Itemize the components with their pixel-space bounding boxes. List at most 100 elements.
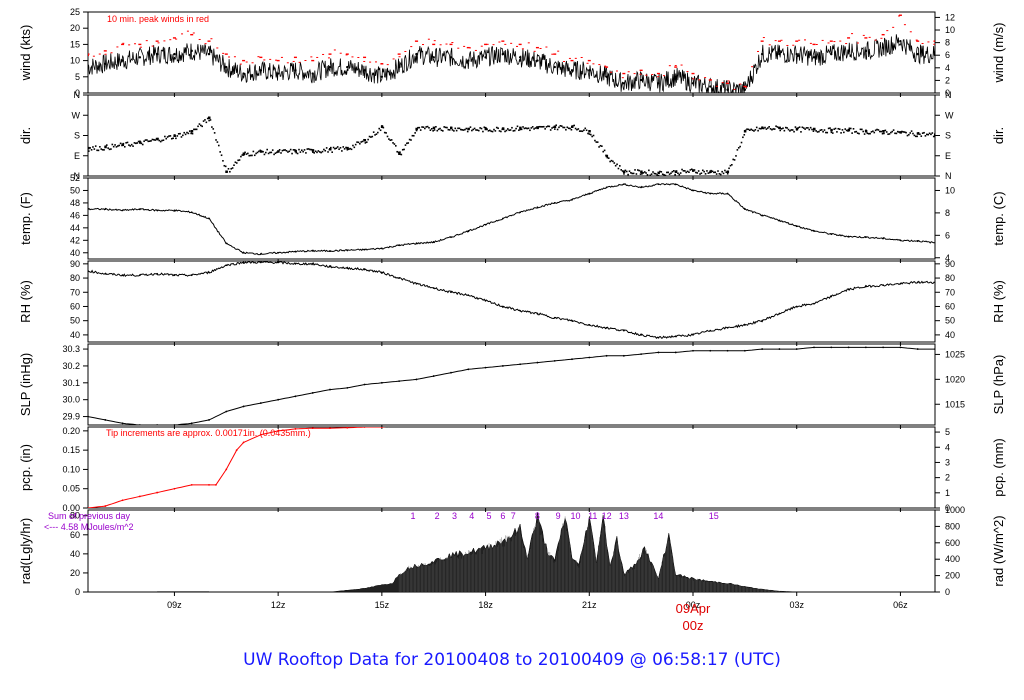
dir-point bbox=[754, 129, 757, 131]
dir-point bbox=[454, 127, 457, 130]
dir-point bbox=[508, 129, 510, 132]
dir-point bbox=[280, 152, 282, 154]
x-tick-label: 15z bbox=[375, 600, 390, 610]
wind-peak-mark bbox=[786, 44, 789, 46]
dir-point bbox=[122, 142, 125, 145]
temp-point bbox=[501, 217, 504, 220]
dir-point bbox=[176, 135, 179, 137]
dir-point bbox=[365, 141, 368, 143]
dir-point bbox=[834, 127, 837, 130]
slp-point bbox=[761, 348, 764, 350]
dir-point bbox=[523, 127, 526, 130]
dir-point bbox=[270, 151, 273, 154]
rad-sun-label: 2 bbox=[435, 511, 440, 521]
wind-peak-mark bbox=[445, 43, 448, 45]
dir-point bbox=[99, 146, 101, 148]
wind-peak-mark bbox=[98, 53, 101, 55]
dir-point bbox=[656, 174, 658, 176]
wind-peak-mark bbox=[186, 30, 189, 32]
dir-point bbox=[123, 145, 126, 148]
wind-speed-point bbox=[449, 56, 453, 59]
dir-point bbox=[613, 162, 616, 164]
slp-point bbox=[536, 361, 539, 364]
dir-point bbox=[432, 129, 434, 132]
dir-point bbox=[630, 172, 632, 174]
dir-point bbox=[646, 174, 649, 176]
temp-point bbox=[709, 192, 712, 195]
rh-point bbox=[467, 294, 470, 297]
slp-point bbox=[346, 386, 349, 389]
dir-point bbox=[794, 126, 797, 128]
dir-point bbox=[862, 130, 864, 133]
wind-speed-point bbox=[88, 65, 90, 69]
dir-point bbox=[775, 125, 777, 128]
dir-point bbox=[512, 130, 515, 132]
dir-point bbox=[479, 127, 481, 129]
dir-point bbox=[605, 154, 607, 157]
dir-point bbox=[173, 134, 176, 136]
dir-point bbox=[686, 170, 689, 173]
wind-peak-mark bbox=[680, 64, 683, 66]
slp-point bbox=[225, 410, 228, 413]
rh-point bbox=[104, 272, 107, 275]
temp-point bbox=[329, 250, 331, 252]
dir-point bbox=[356, 141, 358, 143]
panel-temp bbox=[83, 177, 940, 263]
dir-point bbox=[766, 127, 769, 129]
dir-point bbox=[534, 127, 537, 129]
wind-peak-mark bbox=[639, 69, 643, 72]
dir-point bbox=[424, 127, 426, 130]
dir-point bbox=[670, 172, 672, 175]
wind-speed-point bbox=[639, 78, 643, 82]
wind-peak-mark bbox=[492, 44, 495, 46]
dir-point bbox=[825, 131, 827, 134]
dir-point bbox=[617, 167, 620, 170]
rh-point bbox=[346, 267, 349, 270]
wind-peak-mark bbox=[251, 62, 254, 64]
wind-peak-mark bbox=[110, 52, 113, 54]
wind-peak-mark bbox=[586, 62, 589, 64]
dir-point bbox=[565, 128, 567, 131]
dir-point bbox=[457, 127, 459, 130]
dir-point bbox=[444, 126, 447, 129]
dir-point bbox=[717, 170, 719, 172]
wind-peak-mark bbox=[622, 72, 626, 75]
wind-right-tick-label: 2 bbox=[945, 75, 950, 85]
dir-point bbox=[707, 172, 710, 174]
wind-peak-mark bbox=[275, 59, 278, 61]
wind-peak-mark bbox=[833, 41, 836, 43]
dir-point bbox=[863, 133, 866, 135]
wind-peak-mark bbox=[345, 54, 348, 56]
wind-speed-point bbox=[328, 65, 332, 69]
rh-point bbox=[830, 295, 833, 298]
temp-point bbox=[346, 249, 349, 252]
dir-point bbox=[114, 144, 116, 146]
rh-point bbox=[173, 274, 176, 277]
wind-peak-mark bbox=[539, 47, 542, 49]
dir-frame bbox=[87, 94, 936, 177]
wind-peak-mark bbox=[510, 42, 513, 44]
dir-point bbox=[695, 171, 697, 174]
wind-peak-mark bbox=[190, 33, 194, 36]
temp-point bbox=[294, 250, 297, 253]
slp-point bbox=[674, 351, 677, 354]
wind-peak-mark bbox=[557, 50, 560, 52]
wind-right-tick-label: 0 bbox=[945, 88, 950, 98]
dir-point bbox=[259, 149, 262, 152]
dir-point bbox=[627, 173, 629, 176]
dir-point bbox=[415, 129, 418, 132]
dir-point bbox=[161, 139, 163, 142]
temp-left-tick-label: 44 bbox=[70, 223, 80, 233]
rh-point bbox=[536, 312, 539, 315]
dir-point bbox=[147, 140, 150, 143]
dir-point bbox=[276, 151, 278, 154]
dir-point bbox=[389, 139, 392, 141]
pcp-right-axis-label: pcp. (mm) bbox=[991, 438, 1006, 497]
temp-point bbox=[88, 208, 89, 211]
wind-peak-mark bbox=[927, 41, 930, 43]
dir-point bbox=[190, 132, 192, 135]
wind-left-tick-label: 0 bbox=[75, 88, 80, 98]
dir-point bbox=[89, 147, 91, 149]
dir-point bbox=[581, 130, 584, 133]
wind-peak-mark bbox=[224, 53, 228, 55]
